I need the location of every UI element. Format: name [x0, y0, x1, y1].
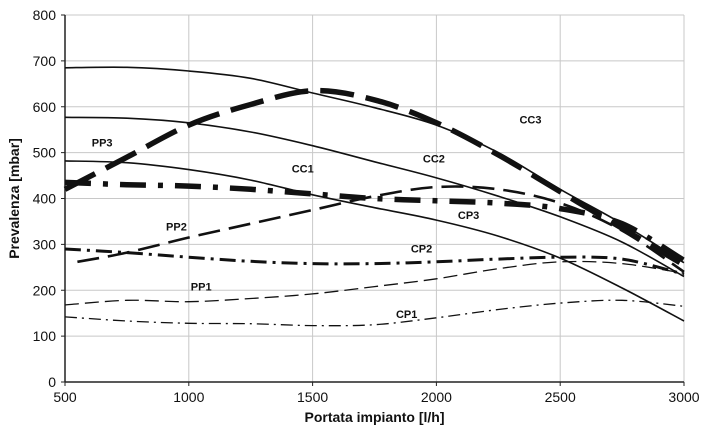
y-tick-label: 100	[33, 328, 57, 344]
series-label-cc1: CC1	[292, 163, 314, 175]
series-line-cp3	[64, 179, 686, 263]
series-label-cc3: CC3	[519, 115, 541, 127]
series-line-pp3	[63, 87, 686, 268]
y-tick-label: 500	[33, 145, 57, 161]
y-tick-label: 200	[33, 282, 57, 298]
grid	[64, 14, 685, 383]
y-tick-label: 400	[33, 191, 57, 207]
series-label-cc2: CC2	[423, 154, 445, 166]
y-tick-label: 700	[33, 53, 57, 69]
series-label-cp1: CP1	[396, 309, 417, 321]
series-line-cc3	[64, 66, 685, 264]
y-tick-label: 600	[33, 99, 57, 115]
x-axis-title: Portata impianto [l/h]	[305, 409, 445, 425]
x-tick-label: 2000	[421, 389, 452, 405]
x-tick-label: 1000	[173, 389, 204, 405]
series-label-pp2: PP2	[166, 222, 187, 234]
y-axis-title: Prevalenza [mbar]	[6, 138, 22, 259]
x-tick-label: 2500	[545, 389, 576, 405]
series-labels: PP1 PP2 PP3 CP1 CP2 CP3 CC1 CC2 CC3	[92, 115, 542, 321]
x-tick-label: 500	[53, 389, 77, 405]
series-line-cc2	[64, 116, 685, 278]
series-label-pp3: PP3	[92, 138, 113, 150]
axes: 500 1000 1500 2000 2500 3000 0 100 200 300 400 500 6…	[33, 7, 700, 405]
series-label-cp3: CP3	[458, 210, 479, 222]
series-lines	[63, 66, 686, 327]
series-line-pp2	[77, 185, 685, 273]
x-tick-label: 1500	[297, 389, 328, 405]
series-line-cp2	[64, 247, 685, 276]
x-tick-label: 3000	[668, 389, 699, 405]
series-line-pp1	[64, 260, 685, 306]
y-tick-label: 0	[48, 374, 56, 390]
series-line-cc1	[64, 160, 685, 322]
series-label-cp2: CP2	[411, 244, 432, 256]
y-tick-label: 800	[33, 7, 57, 23]
series-line-cp1	[64, 299, 685, 327]
y-tick-label: 300	[33, 236, 57, 252]
series-label-pp1: PP1	[191, 281, 212, 293]
